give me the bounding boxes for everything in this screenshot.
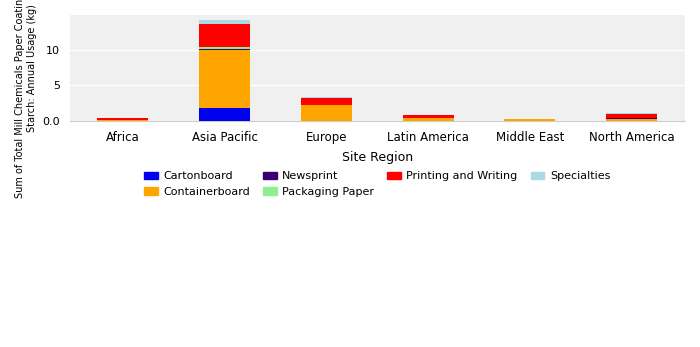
- Bar: [199, 108, 250, 121]
- X-axis label: Site Region: Site Region: [342, 151, 413, 164]
- Bar: [606, 114, 657, 118]
- Bar: [402, 115, 454, 118]
- Bar: [199, 24, 250, 47]
- Bar: [505, 119, 555, 121]
- Bar: [301, 96, 352, 98]
- Bar: [199, 20, 250, 24]
- Bar: [199, 50, 250, 108]
- Bar: [199, 47, 250, 49]
- Bar: [301, 98, 352, 105]
- Bar: [402, 118, 454, 121]
- Bar: [97, 118, 148, 120]
- Bar: [97, 120, 148, 121]
- Bar: [606, 113, 657, 114]
- Y-axis label: Sum of Total Mill Chemicals Paper Coating: Size Press
Starch: Annual Usage (kg): Sum of Total Mill Chemicals Paper Coatin…: [15, 0, 36, 198]
- Legend: Cartonboard, Containerboard, Newsprint, Packaging Paper, Printing and Writing, S: Cartonboard, Containerboard, Newsprint, …: [140, 167, 615, 201]
- Bar: [606, 118, 657, 119]
- Bar: [606, 119, 657, 121]
- Bar: [301, 105, 352, 121]
- Bar: [199, 49, 250, 50]
